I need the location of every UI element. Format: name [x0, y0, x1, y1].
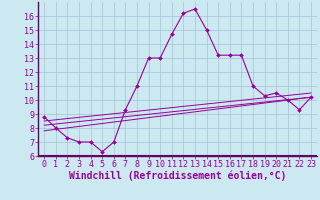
X-axis label: Windchill (Refroidissement éolien,°C): Windchill (Refroidissement éolien,°C) — [69, 171, 286, 181]
